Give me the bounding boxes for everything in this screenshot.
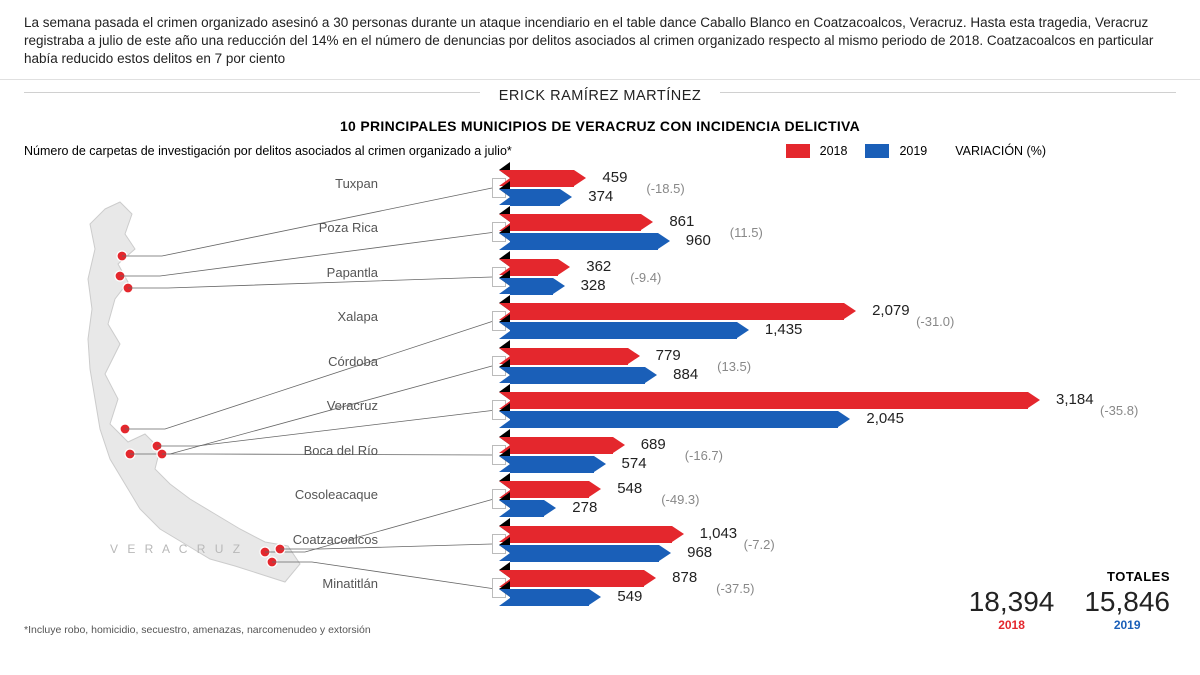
municipio-name: Xalapa <box>258 309 378 324</box>
municipio-row: Boca del Río689574(-16.7) <box>430 437 1170 479</box>
municipio-row: Veracruz3,1842,045(-35.8) <box>430 392 1170 434</box>
bar-value: 878 <box>672 569 697 586</box>
municipio-row: Coatzacoalcos1,043968(-7.2) <box>430 526 1170 568</box>
bar-value: 884 <box>673 366 698 383</box>
legend-2018-label: 2018 <box>820 144 848 158</box>
chart-area: V E R A C R U Z Tuxpan 459 374 (-18.5) Poza … <box>0 164 1200 644</box>
variation-pct: (13.5) <box>717 359 751 374</box>
municipio-row: Papantla362328(-9.4) <box>430 259 1170 301</box>
municipio-name: Cosoleacaque <box>258 487 378 502</box>
municipio-name: Papantla <box>258 265 378 280</box>
bar-value: 548 <box>617 480 642 497</box>
municipio-name: Poza Rica <box>258 220 378 235</box>
municipio-name: Coatzacoalcos <box>258 532 378 547</box>
municipio-row: Poza Rica861960(11.5) <box>430 214 1170 256</box>
municipio-name: Veracruz <box>258 398 378 413</box>
variation-pct: (-7.2) <box>744 537 775 552</box>
total-2018-year: 2018 <box>969 618 1055 632</box>
municipio-name: Tuxpan <box>258 176 378 191</box>
bar-value: 374 <box>588 188 613 205</box>
bar-chart: Tuxpan459374(-18.5)Poza Rica861960(11.5)… <box>430 170 1170 615</box>
variation-pct: (11.5) <box>730 225 763 240</box>
legend-description: Número de carpetas de investigación por … <box>24 144 512 158</box>
bar-value: 779 <box>656 347 681 364</box>
bar-value: 861 <box>669 213 694 230</box>
bar-value: 549 <box>617 588 642 605</box>
chart-title: 10 PRINCIPALES MUNICIPIOS DE VERACRUZ CO… <box>0 104 1200 140</box>
total-2019-value: 15,846 <box>1084 586 1170 618</box>
total-2019-year: 2019 <box>1084 618 1170 632</box>
municipio-name: Boca del Río <box>258 443 378 458</box>
variation-pct: (-31.0) <box>916 314 954 329</box>
municipio-name: Minatitlán <box>258 576 378 591</box>
municipio-name: Córdoba <box>258 354 378 369</box>
legend-variation-label: VARIACIÓN (%) <box>955 144 1046 158</box>
footnote: *Incluye robo, homicidio, secuestro, ame… <box>24 624 371 636</box>
bar-value: 968 <box>687 544 712 561</box>
bar-value: 2,079 <box>872 302 910 319</box>
variation-pct: (-35.8) <box>1100 403 1138 418</box>
bar-value: 2,045 <box>866 410 904 427</box>
legend-2019-label: 2019 <box>899 144 927 158</box>
variation-pct: (-49.3) <box>661 492 699 507</box>
variation-pct: (-9.4) <box>630 270 661 285</box>
bar-value: 1,043 <box>700 525 738 542</box>
author-name: ERICK RAMÍREZ MARTÍNEZ <box>0 80 1200 104</box>
bar-value: 328 <box>581 277 606 294</box>
municipio-row: Córdoba779884(13.5) <box>430 348 1170 390</box>
variation-pct: (-16.7) <box>685 448 723 463</box>
municipio-row: Xalapa2,0791,435(-31.0) <box>430 303 1170 345</box>
swatch-2018 <box>786 144 810 158</box>
municipio-row: Tuxpan459374(-18.5) <box>430 170 1170 212</box>
totals-block: TOTALES 18,3942018 15,8462019 <box>969 569 1170 632</box>
bar-value: 362 <box>586 258 611 275</box>
variation-pct: (-18.5) <box>646 181 684 196</box>
municipio-row: Cosoleacaque548278(-49.3) <box>430 481 1170 523</box>
bar-value: 459 <box>602 169 627 186</box>
bar-value: 278 <box>572 499 597 516</box>
bar-value: 689 <box>641 436 666 453</box>
legend: Número de carpetas de investigación por … <box>0 140 1200 164</box>
bar-value: 574 <box>622 455 647 472</box>
bar-value: 1,435 <box>765 321 803 338</box>
variation-pct: (-37.5) <box>716 581 754 596</box>
totals-header: TOTALES <box>969 569 1170 584</box>
bar-value: 960 <box>686 232 711 249</box>
state-label: V E R A C R U Z <box>110 542 243 556</box>
total-2018-value: 18,394 <box>969 586 1055 618</box>
swatch-2019 <box>865 144 889 158</box>
intro-paragraph: La semana pasada el crimen organizado as… <box>0 0 1200 80</box>
bar-value: 3,184 <box>1056 391 1094 408</box>
